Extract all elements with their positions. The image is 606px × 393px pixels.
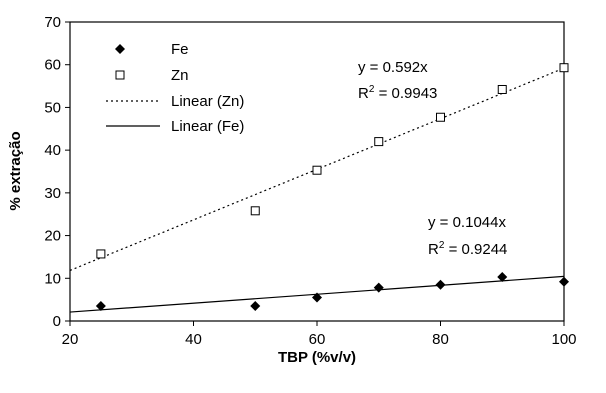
data-point-fe (373, 282, 384, 293)
y-tick-label: 30 (44, 185, 61, 202)
x-tick-label: 100 (551, 331, 576, 348)
x-axis: 20 40 60 80 100 (62, 321, 577, 348)
data-point-zn (374, 137, 384, 147)
data-point-zn (312, 165, 322, 175)
legend-label-fe: Fe (171, 41, 189, 58)
data-point-zn (559, 63, 569, 73)
zn-equation: y = 0.592x (358, 59, 428, 76)
data-point-fe (435, 279, 446, 290)
legend-label-linear-zn: Linear (Zn) (171, 93, 244, 110)
data-point-zn (96, 249, 106, 259)
x-tick-label: 20 (62, 331, 79, 348)
fe-equation-annotation: y = 0.1044x R2 = 0.9244 (428, 214, 507, 258)
data-point-fe (312, 292, 322, 303)
fe-equation: y = 0.1044x (428, 214, 506, 231)
data-point-fe (497, 272, 508, 283)
x-tick-label: 40 (185, 331, 202, 348)
data-points (95, 63, 569, 312)
data-point-zn (497, 84, 507, 94)
data-point-zn (436, 112, 445, 122)
trendlines (69, 67, 565, 313)
data-point-fe (559, 276, 569, 287)
fe-r2-superscript: 2 (439, 240, 445, 251)
y-tick-label: 40 (44, 142, 61, 159)
legend-marker-zn (115, 70, 125, 80)
y-axis-title: % extração (7, 131, 24, 210)
y-tick-label: 0 (53, 313, 61, 330)
data-point-fe (250, 301, 261, 312)
data-point-fe (95, 301, 106, 312)
zn-equation-annotation: y = 0.592x R2 = 0.9943 (358, 59, 437, 102)
legend-marker-fe (115, 44, 125, 54)
legend-label-zn: Zn (171, 67, 189, 84)
x-tick-label: 80 (432, 331, 449, 348)
y-tick-label: 70 (44, 14, 61, 31)
data-point-zn (250, 206, 260, 216)
y-tick-label: 60 (44, 57, 61, 74)
zn-r2-superscript: 2 (369, 84, 375, 95)
y-tick-label: 10 (44, 270, 61, 287)
legend-label-linear-fe: Linear (Fe) (171, 118, 244, 135)
x-axis-title: TBP (%v/v) (278, 349, 356, 366)
x-tick-label: 60 (309, 331, 326, 348)
zn-r2: R2 = 0.9943 (358, 84, 437, 102)
y-tick-label: 50 (44, 99, 61, 116)
legend: Fe Zn Linear (Zn) Linear (Fe) (106, 41, 244, 135)
y-axis: 0 10 20 30 40 50 60 70 (44, 14, 70, 330)
fe-r2: R2 = 0.9244 (428, 240, 507, 258)
y-tick-label: 20 (44, 228, 61, 245)
